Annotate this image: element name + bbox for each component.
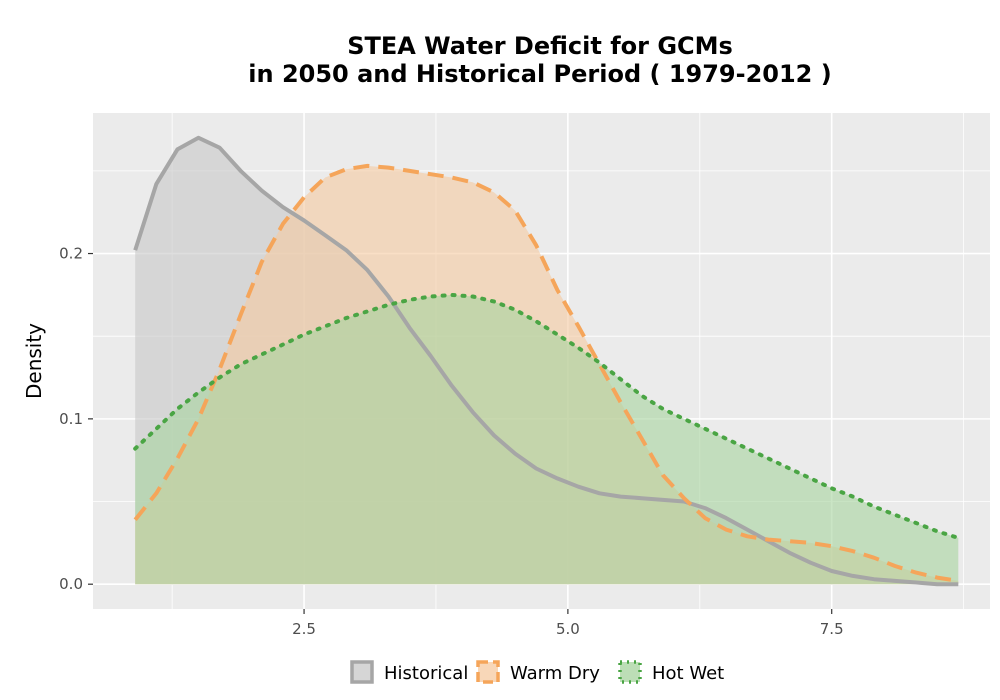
legend-label-historical: Historical (384, 663, 468, 684)
axis-ticks: 2.5 5.0 7.5 0.0 0.1 0.2 (59, 245, 843, 638)
historical-line (133, 135, 959, 587)
legend-label-hot-wet: Hot Wet (652, 663, 724, 684)
chart-title-line-2: in 2050 and Historical Period ( 1979-201… (248, 60, 831, 88)
x-tick-label-0: 2.5 (292, 620, 316, 638)
x-tick-label-2: 7.5 (820, 620, 844, 638)
hot-wet-area (135, 294, 959, 585)
density-lines (133, 135, 961, 587)
legend-key-warm-dry: Warm Dry (476, 660, 600, 684)
legend-key-historical: Historical (350, 660, 468, 684)
legend: Historical Warm Dry Hot Wet (350, 660, 724, 684)
y-axis-title: Density (22, 323, 46, 399)
warm-dry-line (133, 163, 959, 583)
legend-swatch-historical (350, 660, 374, 684)
legend-swatch-hot-wet (618, 660, 642, 684)
y-tick-label-2: 0.2 (59, 245, 83, 263)
x-tick-label-1: 5.0 (556, 620, 580, 638)
legend-swatch-warm-dry (476, 660, 500, 684)
y-tick-label-1: 0.1 (59, 410, 83, 428)
hot-wet-line (133, 292, 961, 540)
density-areas (135, 137, 959, 585)
chart-title-line-1: STEA Water Deficit for GCMs (347, 32, 733, 60)
y-tick-label-0: 0.0 (59, 575, 83, 593)
legend-label-warm-dry: Warm Dry (510, 663, 600, 684)
legend-key-hot-wet: Hot Wet (618, 660, 724, 684)
